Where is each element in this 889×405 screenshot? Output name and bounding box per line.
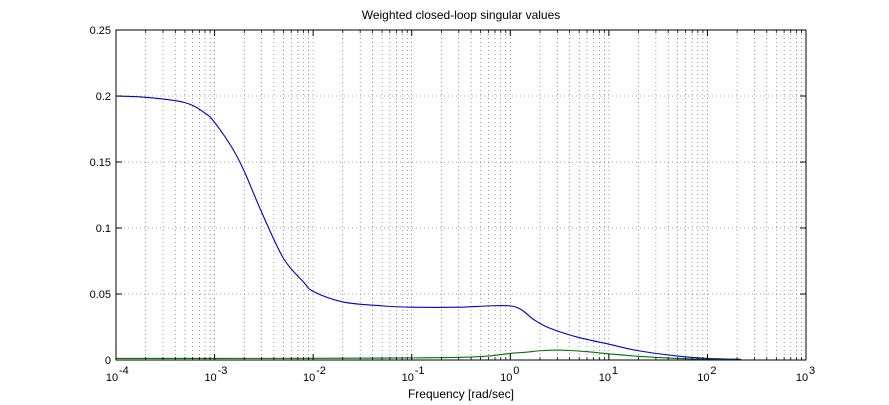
series-layer (115, 95, 742, 361)
x-tick-label-base: 10 (599, 372, 611, 384)
x-tick-label-base: 10 (303, 372, 315, 384)
y-tick-label: 0.2 (96, 91, 111, 103)
x-tick-label-exponent: -2 (316, 365, 326, 377)
x-tick-label-exponent: -4 (119, 365, 129, 377)
plot-frame (115, 29, 807, 361)
x-tick-label-base: 10 (697, 372, 709, 384)
series-line-sigma-1 (115, 95, 742, 360)
y-tick-label: 0 (105, 355, 111, 367)
chart-title: Weighted closed-loop singular values (362, 8, 561, 22)
grid (116, 30, 806, 360)
y-tick-label: 0.1 (96, 223, 111, 235)
x-tick-label-base: 10 (796, 372, 808, 384)
y-tick-label: 0.15 (90, 157, 111, 169)
x-tick-label-exponent: -1 (415, 365, 425, 377)
x-tick-label: 100 (500, 365, 519, 384)
x-tick-label-exponent: 3 (809, 365, 815, 377)
x-tick-label-exponent: 1 (612, 365, 618, 377)
x-tick-label: 103 (796, 365, 815, 384)
y-axis: 0 0.05 0.1 0.15 0.2 0.25 (90, 25, 806, 367)
x-tick-label-base: 10 (402, 372, 414, 384)
x-tick-label-exponent: 2 (710, 365, 716, 377)
x-tick-label: 10-3 (204, 365, 227, 384)
x-tick-label: 10-1 (402, 365, 425, 384)
x-tick-label: 10-2 (303, 365, 326, 384)
x-tick-label: 102 (697, 365, 716, 384)
x-tick-label-base: 10 (500, 372, 512, 384)
x-tick-label: 10-4 (106, 365, 129, 384)
x-axis-label: Frequency [rad/sec] (408, 387, 514, 401)
x-tick-label-base: 10 (204, 372, 216, 384)
series-line-sigma-2 (115, 349, 742, 361)
x-tick-label: 101 (599, 365, 618, 384)
y-tick-label: 0.05 (90, 289, 111, 301)
x-tick-label-base: 10 (106, 372, 118, 384)
x-tick-label-exponent: 0 (513, 365, 519, 377)
x-tick-label-exponent: -3 (218, 365, 228, 377)
y-tick-label: 0.25 (90, 25, 111, 37)
